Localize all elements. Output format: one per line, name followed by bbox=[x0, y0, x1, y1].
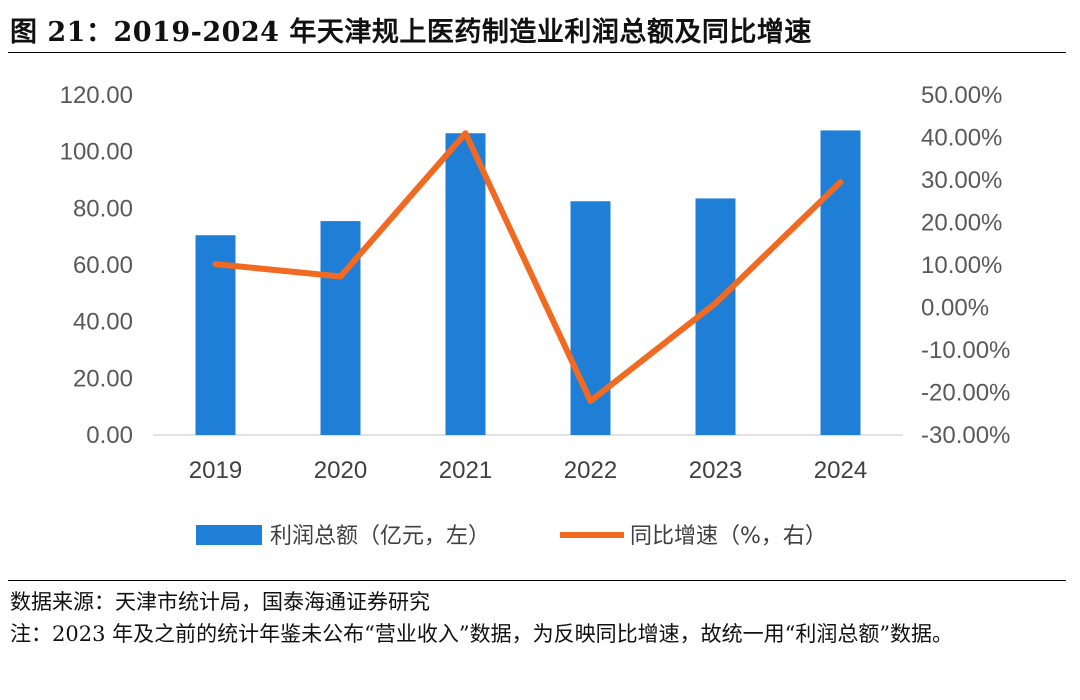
category-label: 2022 bbox=[564, 457, 617, 484]
growth-line bbox=[212, 130, 844, 404]
title-rule bbox=[8, 52, 1066, 53]
category-label: 2023 bbox=[689, 457, 742, 484]
bar-2019 bbox=[195, 235, 236, 435]
figure-title: 图 21：2019-2024 年天津规上医药制造业利润总额及同比增速 bbox=[10, 17, 812, 48]
right-tick-label: -10.00% bbox=[921, 337, 1010, 364]
right-tick-label: 0.00% bbox=[921, 295, 989, 322]
line-series bbox=[212, 130, 844, 404]
combo-chart: 0.00 20.00 40.00 60.00 80.00 100.00 120.00 -30… bbox=[60, 82, 1011, 549]
legend: 利润总额（亿元，左） 同比增速（%，右） bbox=[196, 524, 827, 549]
category-axis: 2019 2020 2021 2022 2023 2024 bbox=[189, 457, 867, 484]
left-tick-label: 100.00 bbox=[60, 139, 133, 166]
left-axis: 0.00 20.00 40.00 60.00 80.00 100.00 120.00 bbox=[60, 82, 133, 449]
legend-bar-label: 利润总额（亿元，左） bbox=[270, 524, 490, 549]
source-rule bbox=[8, 580, 1066, 581]
category-label: 2021 bbox=[439, 457, 492, 484]
right-tick-label: -20.00% bbox=[921, 380, 1010, 407]
right-tick-label: 10.00% bbox=[921, 252, 1002, 279]
right-tick-label: 40.00% bbox=[921, 125, 1002, 152]
left-tick-label: 120.00 bbox=[60, 82, 133, 109]
bar-2024 bbox=[820, 130, 861, 435]
right-tick-label: 20.00% bbox=[921, 210, 1002, 237]
right-tick-label: 50.00% bbox=[921, 82, 1002, 109]
bar-series bbox=[195, 130, 861, 435]
left-tick-label: 40.00 bbox=[73, 309, 133, 336]
legend-bar-swatch bbox=[196, 525, 262, 545]
footnote: 注：2023 年及之前的统计年鉴未公布“营业收入”数据，为反映同比增速，故统一用… bbox=[10, 622, 954, 646]
right-tick-label: -30.00% bbox=[921, 422, 1010, 449]
bar-2020 bbox=[320, 221, 361, 435]
source-note: 数据来源：天津市统计局，国泰海通证券研究 bbox=[10, 590, 430, 614]
category-label: 2020 bbox=[314, 457, 367, 484]
right-axis: -30.00% -20.00% -10.00% 0.00% 10.00% 20.00% 30… bbox=[921, 82, 1010, 449]
category-label: 2024 bbox=[814, 457, 867, 484]
left-tick-label: 60.00 bbox=[73, 252, 133, 279]
left-tick-label: 0.00 bbox=[86, 422, 133, 449]
right-tick-label: 30.00% bbox=[921, 167, 1002, 194]
category-label: 2019 bbox=[189, 457, 242, 484]
left-tick-label: 20.00 bbox=[73, 365, 133, 392]
left-tick-label: 80.00 bbox=[73, 195, 133, 222]
legend-line-label: 同比增速（%，右） bbox=[630, 524, 827, 549]
bar-2021 bbox=[445, 133, 486, 435]
